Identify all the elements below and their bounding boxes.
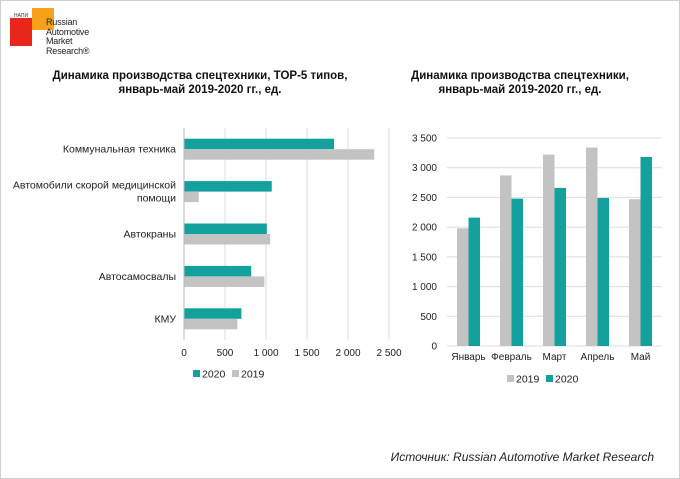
v-tick-label: 1 000 [412, 282, 437, 293]
h-bar-2019 [184, 149, 375, 160]
v-category-label: Апрель [581, 352, 615, 363]
h-legend-swatch-2020 [193, 370, 200, 377]
v-bar-2020 [511, 198, 523, 346]
h-bar-2019 [184, 276, 265, 287]
h-category-label: помощи [137, 193, 176, 205]
h-tick-label: 500 [217, 348, 234, 359]
chart-2-title-line-1: Динамика производства спецтехники, [411, 70, 629, 82]
v-tick-label: 3 000 [412, 163, 437, 174]
logo-orange-square [32, 8, 54, 30]
v-tick-label: 1 500 [412, 252, 437, 263]
v-bar-2019 [500, 175, 512, 346]
h-bar-2019 [184, 234, 271, 245]
h-bar-2020 [184, 265, 252, 277]
v-category-label: Январь [451, 352, 485, 363]
logo-line-3: Market [46, 36, 73, 46]
h-tick-label: 2 500 [376, 348, 401, 359]
v-tick-label: 2 500 [412, 193, 437, 204]
v-bar-2019 [586, 147, 598, 346]
h-bar-2020 [184, 138, 335, 150]
h-legend-label-2019: 2019 [241, 369, 265, 381]
v-category-label: Март [543, 352, 567, 363]
v-tick-label: 500 [420, 312, 437, 323]
h-category-label: КМУ [154, 313, 176, 325]
logo-line-2: Automotive [46, 26, 90, 37]
v-tick-label: 2 000 [412, 223, 437, 234]
logo-line-4: Research® [46, 45, 90, 56]
h-bar-2020 [184, 181, 272, 192]
logo-small-text: НАПИ [14, 13, 29, 19]
v-legend-swatch-2020 [546, 375, 553, 382]
v-tick-label: 0 [431, 342, 437, 353]
v-legend-label-2019: 2019 [516, 374, 540, 386]
chart-1-title: Динамика производства спецтехники, TOP-5… [40, 69, 360, 97]
source-note: Источник: Russian Automotive Market Rese… [390, 450, 654, 464]
v-bar-2020 [468, 217, 480, 346]
h-legend-swatch-2019 [232, 370, 239, 377]
v-bar-2019 [543, 154, 555, 346]
chart-1-title-line-2: январь-май 2019-2020 гг., ед. [118, 84, 282, 96]
v-category-label: Февраль [491, 352, 532, 363]
logo-red-square [10, 18, 32, 46]
logo: НАПИ Russian Automotive Market Research® [8, 6, 98, 66]
h-bar-2020 [184, 223, 267, 234]
v-legend-label-2020: 2020 [555, 374, 579, 386]
logo-brand-text: Russian Automotive Market Research® [46, 17, 90, 56]
chart-2-title: Динамика производства спецтехники, январ… [395, 69, 645, 97]
h-tick-label: 2 000 [335, 348, 360, 359]
h-legend-label-2020: 2020 [202, 369, 226, 381]
v-legend-swatch-2019 [507, 375, 514, 382]
v-bar-2020 [554, 187, 566, 346]
v-tick-label: 3 500 [412, 134, 437, 145]
h-tick-label: 0 [181, 348, 187, 359]
chart-1-title-line-1: Динамика производства спецтехники, TOP-5… [52, 70, 348, 82]
v-bar-2020 [597, 198, 609, 346]
h-category-label: Автокраны [124, 229, 177, 241]
h-tick-label: 1 500 [294, 348, 319, 359]
v-bar-2020 [640, 157, 652, 346]
h-bar-2020 [184, 308, 242, 319]
h-category-label: Коммунальная техника [63, 144, 176, 156]
v-category-label: Май [631, 352, 651, 363]
h-category-label: Автосамосвалы [99, 271, 176, 283]
h-bar-2019 [184, 191, 199, 203]
chart-2-title-line-2: январь-май 2019-2020 гг., ед. [438, 84, 602, 96]
h-category-label: Автомобили скорой медицинской [13, 180, 176, 192]
v-bar-2019 [629, 199, 641, 346]
v-bar-2019 [457, 228, 469, 346]
h-tick-label: 1 000 [253, 348, 278, 359]
h-bar-2019 [184, 318, 238, 330]
logo-line-1: Russian [46, 17, 78, 27]
